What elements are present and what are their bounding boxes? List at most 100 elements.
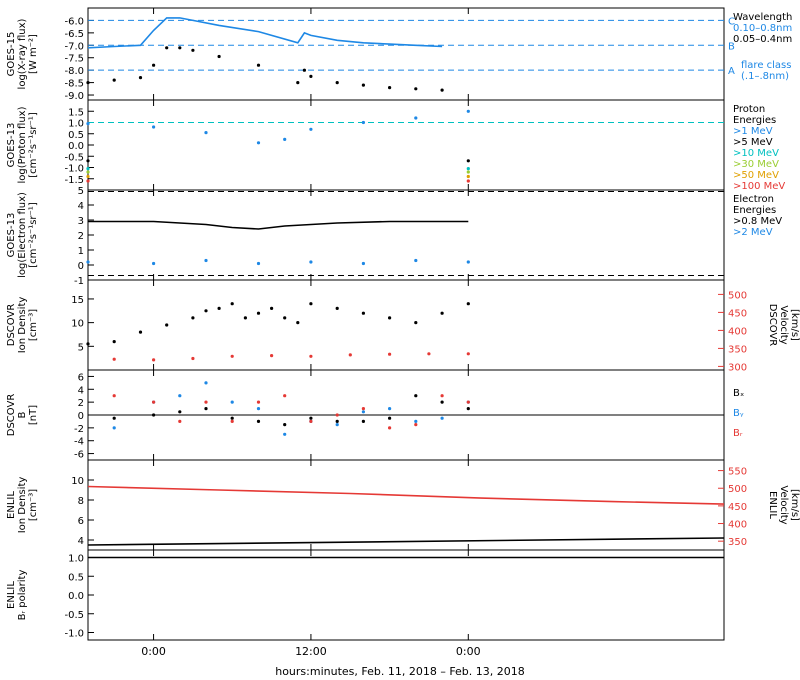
legend-entry: Bᵣ	[733, 428, 743, 439]
data-point	[204, 309, 208, 313]
y-axis-label: [cm⁻³]	[28, 309, 39, 341]
data-point	[86, 179, 90, 183]
data-point	[230, 302, 234, 306]
y-tick-label: -1.0	[64, 164, 84, 175]
data-point	[256, 419, 261, 423]
data-point	[191, 316, 195, 320]
data-point	[414, 321, 418, 325]
data-point	[388, 352, 392, 356]
right-y-tick-label: 400	[728, 326, 747, 337]
data-point	[388, 416, 392, 420]
panel-frame	[87, 7, 725, 101]
data-point	[309, 416, 313, 420]
y-axis-label: GOES-13	[6, 213, 17, 258]
data-point	[414, 423, 418, 427]
panel-goes13-electron: -1 0 1 2 3 4 5 GOES-13 log(Electron flux) [cm⁻²s⁻…	[6, 186, 782, 287]
data-point	[217, 54, 221, 59]
data-point	[204, 131, 208, 135]
y-tick-label: 15	[71, 295, 84, 306]
data-point	[256, 63, 261, 67]
data-point	[256, 261, 261, 266]
y-axis-label: [nT]	[28, 405, 39, 425]
data-point	[152, 125, 156, 129]
y-axis-label: [cm⁻²s⁻¹sr⁻¹]	[28, 112, 39, 178]
data-point	[256, 407, 261, 411]
data-point	[112, 426, 116, 430]
x-tick-label: 0:00	[456, 645, 481, 658]
data-point	[230, 400, 234, 404]
y-tick-label: -1.5	[64, 175, 84, 186]
series-line	[87, 17, 443, 49]
y-tick-label: -8.0	[64, 66, 84, 77]
right-y-tick-label: 300	[728, 362, 747, 373]
y-tick-label: 6	[78, 516, 84, 527]
y-tick-label: 6	[78, 372, 84, 383]
y-tick-label: -6.5	[64, 29, 84, 40]
data-point	[283, 432, 287, 436]
data-point	[302, 68, 306, 72]
data-point	[256, 311, 261, 315]
data-point	[178, 46, 182, 50]
right-y-tick-label: 350	[728, 537, 747, 548]
data-point	[309, 419, 313, 423]
data-point	[204, 258, 208, 263]
panel-frame	[87, 549, 725, 641]
series-line	[87, 485, 725, 505]
legend-entry: >50 MeV	[733, 170, 779, 181]
data-point	[112, 357, 116, 361]
y-tick-label: -0.5	[64, 610, 84, 621]
data-point	[191, 48, 195, 52]
data-point	[165, 323, 169, 327]
right-axis-label: [km/s]	[789, 489, 800, 521]
data-point	[440, 88, 444, 92]
x-axis-label: hours:minutes, Feb. 11, 2018 – Feb. 13, …	[275, 665, 525, 678]
y-tick-label: 10	[71, 319, 84, 330]
data-point	[466, 179, 470, 183]
data-point	[283, 423, 287, 427]
data-point	[112, 78, 116, 82]
y-axis-label: [cm⁻²s⁻¹sr⁻¹]	[28, 202, 39, 268]
panel-frame	[87, 279, 725, 371]
data-point	[86, 342, 90, 346]
legend-title: Energies	[733, 115, 776, 126]
data-point	[230, 416, 234, 420]
data-point	[361, 83, 365, 87]
data-point	[283, 316, 287, 320]
data-point	[388, 316, 392, 320]
y-tick-label: 0	[78, 411, 84, 422]
y-tick-label: 1.5	[68, 107, 84, 118]
y-tick-label: 0.5	[68, 572, 84, 583]
data-point	[112, 340, 116, 344]
data-point	[348, 353, 352, 357]
data-point	[138, 330, 143, 334]
y-tick-label: 5	[78, 186, 84, 197]
legend-entry: >10 MeV	[733, 148, 779, 159]
legend-title: Proton	[733, 104, 765, 115]
data-point	[335, 423, 339, 427]
y-tick-label: 4	[78, 201, 84, 212]
data-point	[466, 167, 470, 171]
data-point	[335, 419, 339, 423]
data-point	[296, 81, 300, 85]
x-tick-label: 12:00	[295, 645, 327, 658]
data-point	[112, 394, 116, 398]
series-line	[87, 537, 725, 546]
data-point	[388, 407, 392, 411]
data-point	[178, 410, 182, 414]
y-axis-label: [cm⁻³]	[28, 489, 39, 521]
legend-entry: 0.05–0.4nm	[733, 34, 792, 45]
data-point	[309, 302, 313, 306]
legend-entry: >1 MeV	[733, 126, 773, 137]
data-point	[191, 356, 195, 361]
series-line	[88, 220, 469, 230]
data-point	[270, 306, 274, 310]
data-point	[86, 174, 90, 179]
right-y-tick-label: 450	[728, 308, 747, 319]
legend-entry: >30 MeV	[733, 159, 779, 170]
y-axis-label: log(X-ray flux)	[17, 18, 28, 89]
panel-frame	[87, 99, 725, 191]
y-tick-label: 1.0	[68, 119, 84, 130]
data-point	[440, 311, 444, 315]
